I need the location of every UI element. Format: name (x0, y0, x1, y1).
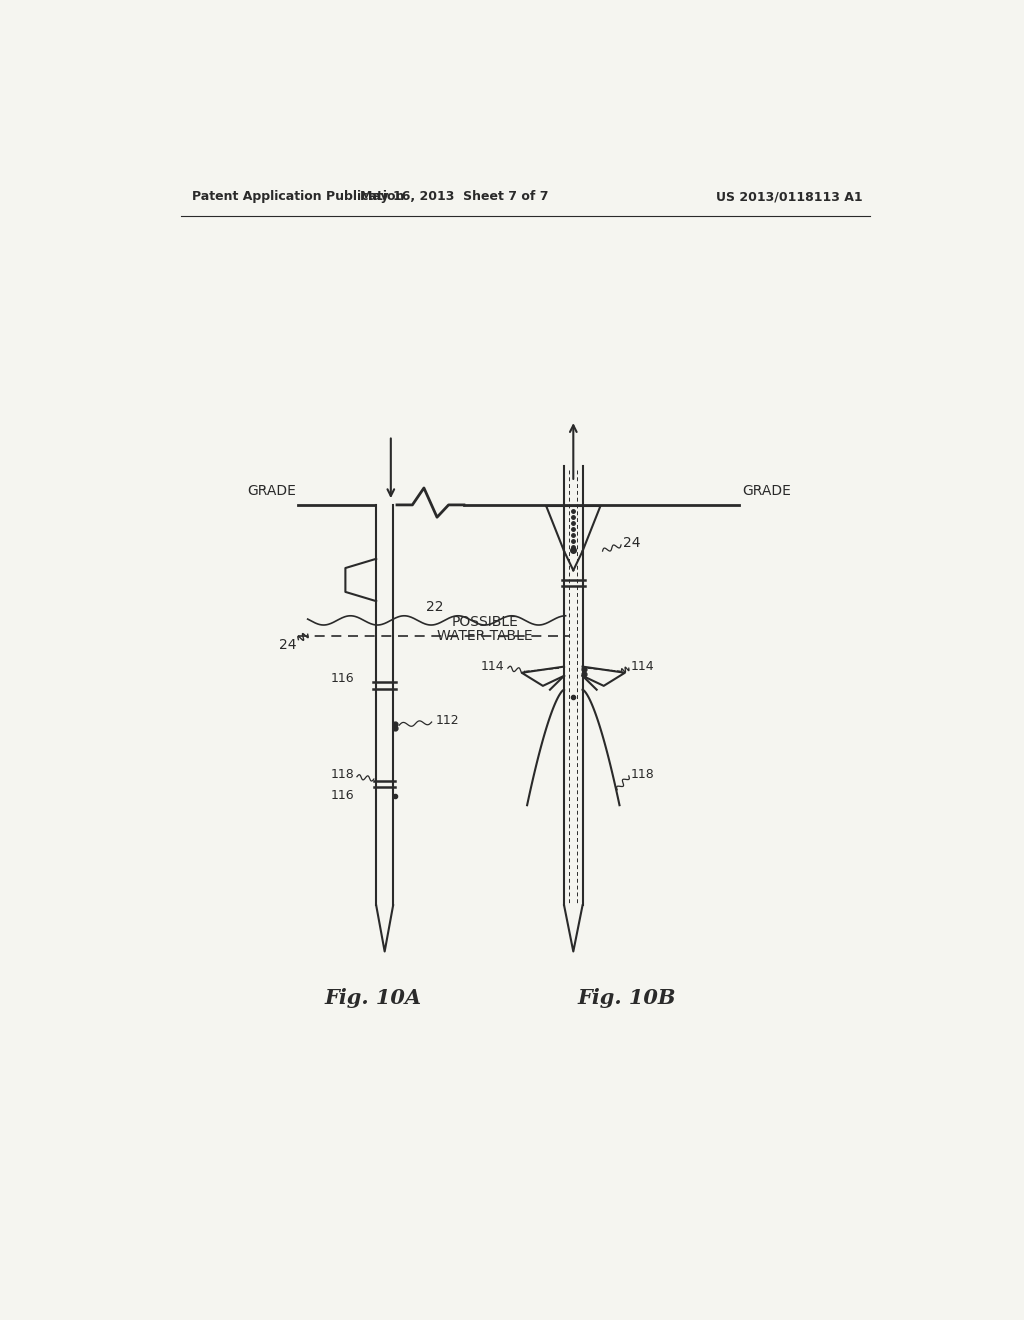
Text: 118: 118 (631, 768, 654, 781)
Text: 114: 114 (481, 660, 505, 673)
Text: US 2013/0118113 A1: US 2013/0118113 A1 (716, 190, 862, 203)
Text: 116: 116 (331, 672, 354, 685)
Text: Fig. 10A: Fig. 10A (325, 987, 422, 1007)
Text: 114: 114 (631, 660, 654, 673)
Text: 24: 24 (279, 638, 296, 652)
Text: May 16, 2013  Sheet 7 of 7: May 16, 2013 Sheet 7 of 7 (359, 190, 548, 203)
Text: 22: 22 (426, 599, 443, 614)
Text: Patent Application Publication: Patent Application Publication (193, 190, 404, 203)
Text: GRADE: GRADE (247, 484, 296, 498)
Text: 116: 116 (331, 789, 354, 803)
Text: 24: 24 (624, 536, 641, 550)
Text: 118: 118 (331, 768, 354, 781)
Text: WATER TABLE: WATER TABLE (437, 628, 532, 643)
Text: Fig. 10B: Fig. 10B (578, 987, 677, 1007)
Text: POSSIBLE: POSSIBLE (452, 615, 518, 628)
Text: 112: 112 (435, 714, 459, 727)
Text: GRADE: GRADE (742, 484, 792, 498)
